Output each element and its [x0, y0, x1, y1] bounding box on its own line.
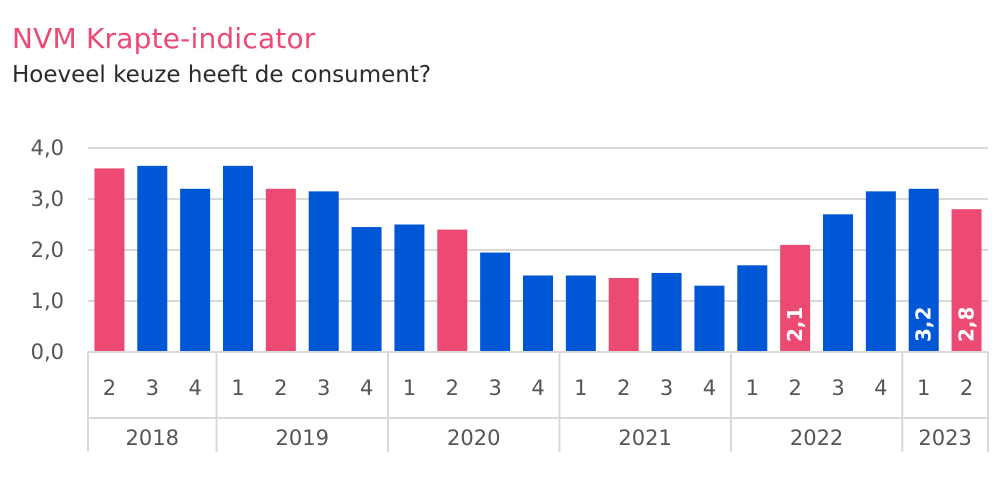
bar [908, 188, 939, 352]
year-label: 2022 [790, 426, 843, 450]
data-label: 2,8 [955, 307, 979, 342]
y-tick-label: 2,0 [31, 238, 64, 262]
bar [523, 275, 553, 352]
y-tick-label: 4,0 [31, 136, 64, 160]
x-tick-label: 2 [446, 376, 459, 400]
bar [265, 188, 296, 352]
x-tick-label: 4 [360, 376, 373, 400]
x-tick-label: 4 [703, 376, 716, 400]
x-tick-label: 3 [831, 376, 844, 400]
x-tick-label: 2 [274, 376, 287, 400]
x-tick-label: 4 [874, 376, 887, 400]
bar [951, 209, 982, 352]
year-label: 2020 [447, 426, 500, 450]
bar [694, 285, 725, 352]
x-tick-label: 3 [317, 376, 330, 400]
x-tick-label: 2 [617, 376, 630, 400]
x-tick-label: 4 [188, 376, 201, 400]
year-label: 2018 [126, 426, 179, 450]
y-tick-label: 1,0 [31, 289, 64, 313]
bar [223, 165, 253, 352]
x-tick-label: 1 [917, 376, 930, 400]
x-tick-label: 3 [660, 376, 673, 400]
bar [137, 165, 168, 352]
bar [823, 214, 853, 352]
chart-title: NVM Krapte-indicator [12, 22, 316, 55]
x-tick-label: 1 [403, 376, 416, 400]
y-tick-label: 0,0 [31, 340, 64, 364]
bar [480, 252, 511, 352]
x-tick-label: 2 [788, 376, 801, 400]
bar [865, 191, 896, 352]
x-tick-label: 1 [746, 376, 759, 400]
bar [651, 272, 682, 352]
bar [780, 244, 811, 352]
bar [351, 227, 382, 352]
year-label: 2019 [276, 426, 329, 450]
bar [308, 191, 339, 352]
data-label: 2,1 [783, 307, 807, 342]
year-label: 2023 [918, 426, 971, 450]
year-label: 2021 [618, 426, 671, 450]
bar [394, 224, 425, 352]
data-label: 3,2 [912, 307, 936, 342]
bar [180, 188, 211, 352]
x-tick-label: 3 [146, 376, 159, 400]
y-tick-label: 3,0 [31, 187, 64, 211]
bar [437, 229, 468, 352]
x-tick-label: 4 [531, 376, 544, 400]
x-tick-label: 2 [103, 376, 116, 400]
chart-subtitle: Hoeveel keuze heeft de consument? [12, 62, 432, 88]
x-tick-label: 3 [488, 376, 501, 400]
x-tick-label: 2 [960, 376, 973, 400]
bar [608, 278, 639, 352]
x-tick-label: 1 [231, 376, 244, 400]
bar [737, 265, 768, 352]
x-tick-label: 1 [574, 376, 587, 400]
bar [565, 275, 596, 352]
bar [94, 168, 125, 352]
